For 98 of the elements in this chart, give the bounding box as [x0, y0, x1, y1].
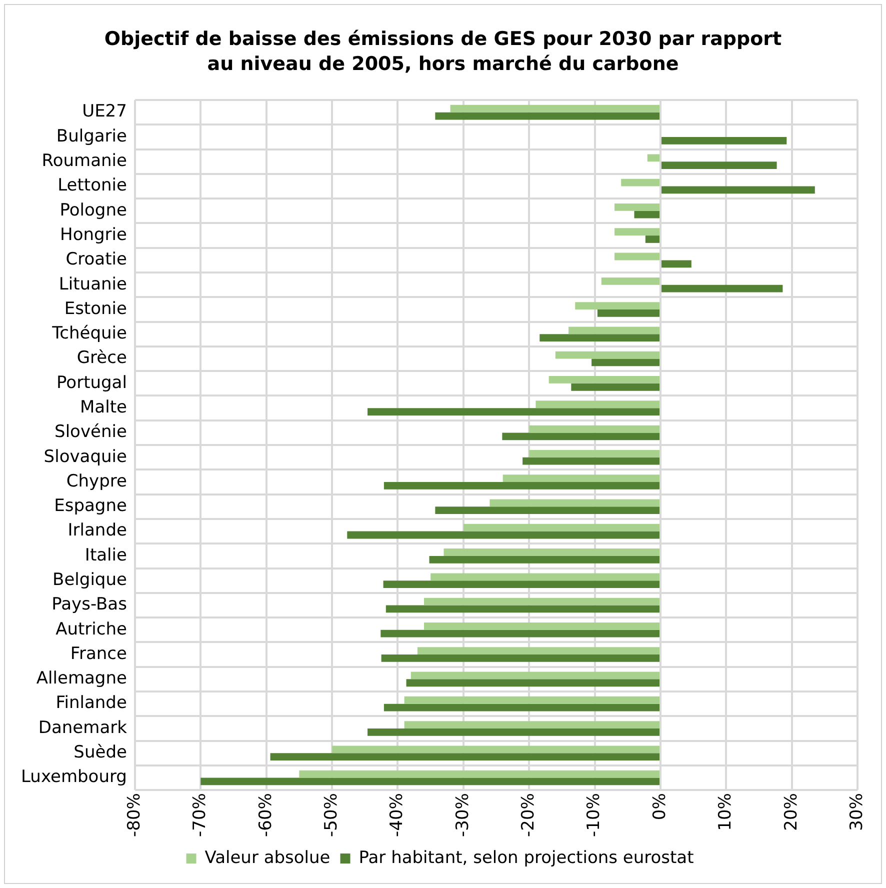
y-tick-label: Danemark: [38, 718, 128, 738]
bar: [614, 204, 660, 211]
y-tick-label: Slovaquie: [44, 446, 127, 467]
bar: [381, 654, 660, 662]
bar: [384, 704, 660, 712]
x-tick-label: 30%: [847, 793, 868, 831]
y-tick-label: Pays-Bas: [52, 594, 128, 615]
bar: [347, 531, 660, 539]
bar: [621, 178, 660, 186]
y-tick-label: Luxembourg: [21, 767, 127, 788]
chart-title: Objectif de baisse des émissions de GES pour 2030 par rapport au niveau de 2005, hors marché du carbone: [103, 27, 783, 77]
x-tick-label: -80%: [124, 793, 144, 837]
x-tick-label: -20%: [518, 793, 539, 837]
x-tick-label: -70%: [190, 793, 210, 837]
bar: [332, 746, 660, 754]
bar: [404, 696, 660, 704]
bar: [575, 302, 660, 310]
bar: [522, 457, 660, 465]
y-tick-label: Portugal: [56, 372, 127, 393]
bar: [502, 432, 660, 440]
y-tick-label: Bulgarie: [56, 126, 127, 146]
x-tick-label: 20%: [781, 793, 802, 831]
bar: [368, 728, 660, 736]
legend-label: Par habitant, selon projections eurostat: [358, 848, 694, 868]
bar: [368, 408, 660, 416]
bar: [540, 334, 660, 342]
y-tick-label: Pologne: [60, 200, 127, 220]
bar: [386, 605, 660, 613]
y-tick-label: Grèce: [76, 348, 127, 368]
bar: [406, 679, 660, 687]
bar: [490, 499, 660, 507]
bar: [662, 284, 783, 292]
bar: [571, 383, 660, 391]
bar: [383, 580, 660, 588]
y-tick-label: Espagne: [54, 496, 127, 516]
bar: [430, 573, 660, 581]
bar: [463, 524, 660, 532]
x-tick-label: -50%: [321, 793, 342, 837]
bar: [450, 104, 660, 112]
y-tick-label: Autriche: [56, 619, 127, 640]
legend-label: Valeur absolue: [204, 848, 330, 868]
y-tick-label: Finlande: [56, 693, 127, 714]
bar: [592, 358, 660, 366]
y-tick-label: Irlande: [68, 520, 127, 541]
x-tick-label: 10%: [716, 793, 736, 831]
bar: [429, 556, 660, 564]
bar: [424, 598, 660, 606]
bar: [662, 260, 692, 268]
y-tick-label: Suède: [74, 742, 127, 763]
bar: [614, 252, 660, 260]
y-tick-label: Estonie: [64, 298, 127, 319]
bar: [645, 236, 660, 243]
bar: [568, 326, 660, 334]
bar: [614, 228, 660, 236]
bar: [662, 162, 777, 170]
x-tick-label: -60%: [256, 793, 276, 837]
x-tick-label: -40%: [387, 793, 408, 837]
bar: [662, 186, 815, 194]
bar: [299, 770, 660, 778]
bar: [410, 672, 660, 680]
bar: [435, 112, 660, 120]
y-tick-label: Chypre: [66, 471, 127, 492]
bar: [555, 351, 660, 359]
y-tick-label: Roumanie: [42, 151, 127, 172]
y-tick-label: Italie: [84, 545, 127, 566]
bar: [417, 647, 660, 655]
x-tick-label: 0%: [650, 793, 670, 820]
bar: [435, 506, 660, 514]
bar: [384, 482, 660, 490]
bar: [529, 425, 660, 433]
y-tick-label: Lettonie: [58, 176, 127, 196]
bar: [536, 400, 660, 408]
bar: [404, 721, 660, 728]
y-tick-label: Allemagne: [36, 668, 127, 689]
bar: [380, 630, 660, 638]
y-tick-label: Croatie: [66, 250, 127, 270]
x-tick-label: -30%: [452, 793, 473, 837]
bar: [270, 753, 660, 761]
y-tick-label: France: [70, 644, 127, 664]
bar: [424, 622, 660, 630]
y-tick-label: Lituanie: [58, 274, 127, 294]
bar: [529, 450, 660, 458]
bar: [601, 277, 660, 285]
bar: [548, 376, 660, 384]
bar: [634, 210, 660, 218]
bar: [597, 309, 660, 317]
bar: [444, 548, 660, 556]
y-tick-label: UE27: [82, 102, 127, 122]
bar: [200, 778, 660, 786]
y-tick-label: Belgique: [52, 570, 127, 590]
x-tick-label: -10%: [584, 793, 604, 837]
y-tick-label: Hongrie: [60, 224, 127, 245]
y-tick-label: Slovénie: [54, 422, 127, 442]
y-tick-label: Malte: [80, 397, 127, 418]
bar: [647, 154, 660, 162]
bar: [662, 136, 787, 144]
bar: [502, 474, 660, 482]
y-tick-label: Tchéquie: [51, 324, 127, 344]
